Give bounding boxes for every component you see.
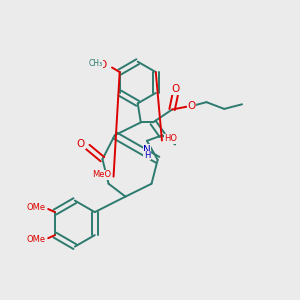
- Text: O: O: [188, 101, 196, 111]
- Text: CH₃: CH₃: [88, 59, 103, 68]
- Text: O: O: [171, 84, 179, 94]
- Text: MeO: MeO: [92, 170, 111, 179]
- Text: OMe: OMe: [27, 235, 46, 244]
- Text: N: N: [143, 145, 151, 155]
- Text: OMe: OMe: [27, 203, 46, 212]
- Text: O: O: [77, 139, 85, 149]
- Text: O: O: [99, 60, 107, 70]
- Text: HO: HO: [164, 134, 177, 143]
- Text: H: H: [144, 151, 150, 160]
